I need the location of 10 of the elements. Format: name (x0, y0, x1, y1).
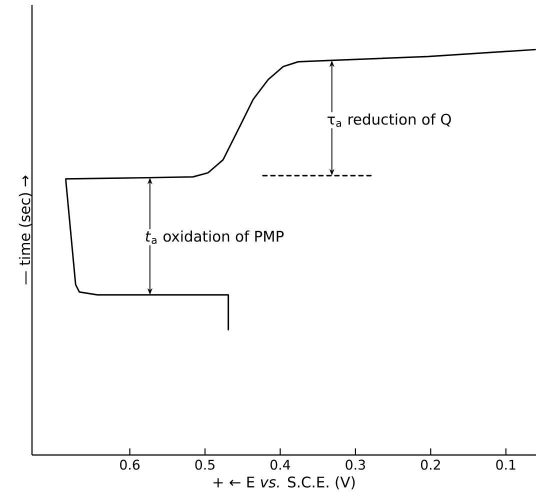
annotation: t$_{a}$ oxidation of PMP (146, 230, 284, 244)
y-axis-title: — time (sec) → (18, 176, 32, 284)
x-tick-label: 0.2 (420, 460, 440, 470)
x-tick-label: 0.4 (270, 460, 290, 470)
x-tick-label: 0.1 (496, 460, 516, 470)
annotation: τ$_{a}$ reduction of Q (328, 113, 451, 127)
x-axis-title: + ← E vs. S.C.E. (V) (214, 476, 355, 490)
x-tick-label: 0.5 (195, 460, 214, 470)
x-tick-label: 0.6 (120, 460, 140, 470)
x-tick-label: 0.3 (346, 460, 365, 470)
